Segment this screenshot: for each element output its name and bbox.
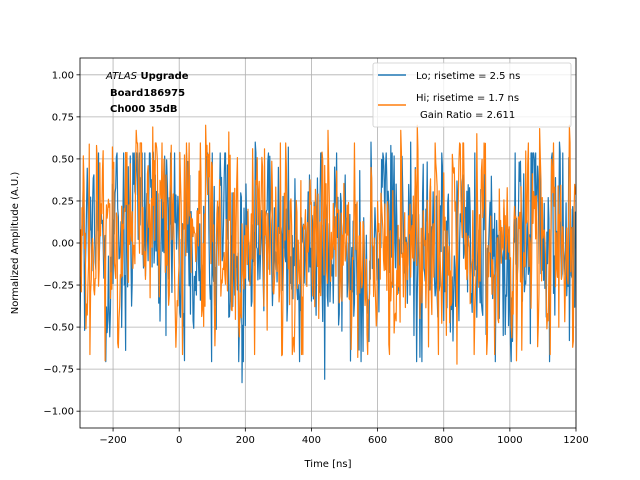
legend-entry-hi: Hi; risetime = 1.7 ns bbox=[416, 93, 519, 104]
legend-entry-gain-ratio: Gain Ratio = 2.611 bbox=[420, 110, 515, 121]
legend-box bbox=[372, 62, 572, 128]
ticks: −200 0 200 400 600 800 1000 1200 −1.00 −0.75 −0.50… bbox=[43, 70, 588, 446]
annotation-upgrade: Upgrade bbox=[137, 71, 189, 82]
x-tick-label: 200 bbox=[236, 435, 255, 446]
legend: Lo; risetime = 2.5 ns Hi; risetime = 1.7… bbox=[372, 62, 572, 128]
atlas-annotation: ATLAS Upgrade Board186975 Ch000 35dB bbox=[105, 71, 189, 115]
annotation-line1: ATLAS Upgrade bbox=[105, 71, 189, 82]
x-tick-label: 1200 bbox=[563, 435, 588, 446]
x-axis-label: Time [ns] bbox=[303, 459, 351, 470]
legend-entry-lo: Lo; risetime = 2.5 ns bbox=[416, 71, 520, 82]
x-tick-label: 800 bbox=[434, 435, 453, 446]
y-tick-label: 0.25 bbox=[52, 196, 74, 207]
x-tick-label: −200 bbox=[99, 435, 126, 446]
y-tick-label: 0.50 bbox=[52, 154, 74, 165]
series-line-hi bbox=[80, 124, 576, 365]
annotation-board: Board186975 bbox=[110, 88, 185, 99]
series-layer bbox=[80, 124, 576, 384]
y-tick-label: −1.00 bbox=[43, 407, 74, 418]
y-tick-label: −0.75 bbox=[43, 365, 74, 376]
y-axis-label: Normalized Amplitude (A.U.) bbox=[10, 172, 21, 315]
y-tick-label: 1.00 bbox=[52, 70, 74, 81]
annotation-atlas: ATLAS bbox=[105, 71, 138, 82]
y-tick-label: 0.00 bbox=[52, 239, 74, 250]
series-line-lo bbox=[80, 141, 576, 384]
y-tick-label: −0.25 bbox=[43, 281, 74, 292]
x-tick-label: 600 bbox=[368, 435, 387, 446]
x-tick-label: 1000 bbox=[497, 435, 522, 446]
y-tick-label: −0.50 bbox=[43, 323, 74, 334]
x-tick-label: 0 bbox=[176, 435, 182, 446]
y-tick-label: 0.75 bbox=[52, 112, 74, 123]
x-tick-label: 400 bbox=[302, 435, 321, 446]
annotation-channel: Ch000 35dB bbox=[110, 104, 178, 115]
